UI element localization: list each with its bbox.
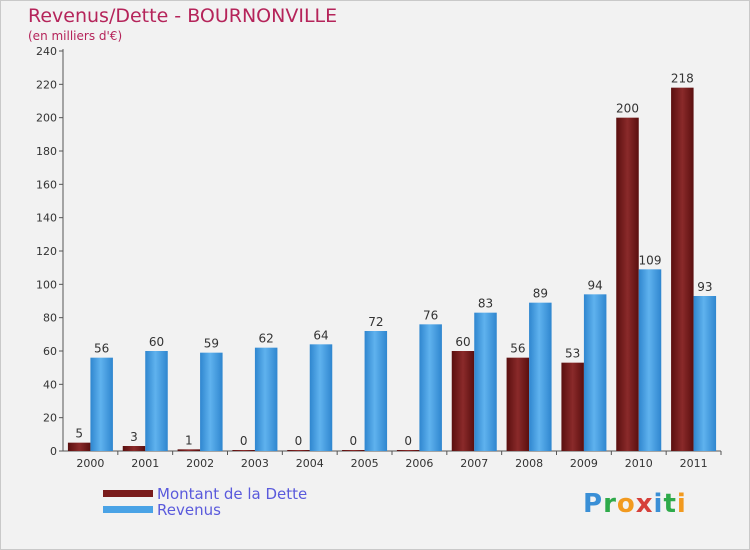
x-tick-label: 2007 <box>460 457 488 470</box>
bar-revenus <box>364 331 388 451</box>
x-tick-label: 2003 <box>241 457 269 470</box>
data-label: 56 <box>510 342 525 356</box>
proxiti-logo: Proxiti <box>583 489 687 519</box>
y-tick-label: 240 <box>36 45 57 58</box>
logo-letter: i <box>676 489 687 519</box>
data-label: 83 <box>478 297 493 311</box>
y-tick-label: 100 <box>36 278 57 291</box>
y-tick-label: 40 <box>43 378 57 391</box>
x-tick-label: 2001 <box>131 457 159 470</box>
x-tick-label: 2000 <box>76 457 104 470</box>
legend-swatch-revenus <box>103 506 153 513</box>
x-tick-label: 2008 <box>515 457 543 470</box>
bar-dette <box>232 450 255 451</box>
bar-revenus <box>474 312 497 451</box>
data-label: 0 <box>240 434 248 448</box>
data-label: 76 <box>423 308 438 322</box>
bar-revenus <box>529 302 552 451</box>
data-label: 0 <box>350 434 358 448</box>
bar-dette <box>616 117 639 452</box>
logo-letter: i <box>653 489 664 519</box>
chart-subtitle: (en milliers d'€) <box>28 29 123 43</box>
data-label: 60 <box>149 335 164 349</box>
data-label: 0 <box>404 434 412 448</box>
bar-dette <box>342 450 365 451</box>
data-label: 89 <box>533 287 548 301</box>
bar-revenus <box>583 294 607 451</box>
bar-revenus <box>145 351 168 451</box>
y-tick-label: 220 <box>36 78 57 91</box>
data-label: 5 <box>75 427 83 441</box>
data-label: 59 <box>204 337 219 351</box>
y-tick-label: 0 <box>50 445 57 458</box>
y-tick-label: 140 <box>36 212 57 225</box>
y-tick-label: 160 <box>36 178 57 191</box>
logo-letter: x <box>635 489 654 519</box>
bar-dette <box>67 442 91 451</box>
bar-revenus <box>200 352 223 451</box>
bar-revenus <box>309 344 333 451</box>
data-label: 72 <box>368 315 383 329</box>
y-tick-label: 120 <box>36 245 57 258</box>
data-label: 3 <box>130 430 138 444</box>
x-tick-label: 2011 <box>680 457 708 470</box>
x-tick-label: 2004 <box>296 457 324 470</box>
data-label: 53 <box>565 347 580 361</box>
y-tick-label: 60 <box>43 345 57 358</box>
data-label: 56 <box>94 342 109 356</box>
bar-dette <box>506 357 530 451</box>
bar-dette <box>177 449 201 451</box>
y-tick-label: 200 <box>36 112 57 125</box>
data-label: 64 <box>313 328 328 342</box>
bar-dette <box>122 446 146 451</box>
legend-label-dette: Montant de la Dette <box>157 485 308 503</box>
logo-letter: o <box>616 489 636 519</box>
bar-dette <box>671 87 694 452</box>
data-label: 200 <box>616 102 639 116</box>
y-tick-label: 80 <box>43 312 57 325</box>
data-label: 60 <box>455 335 470 349</box>
x-tick-label: 2005 <box>351 457 379 470</box>
logo-letter: P <box>583 489 604 519</box>
bar-revenus <box>693 296 717 451</box>
data-label: 218 <box>671 72 694 86</box>
bar-revenus <box>638 269 662 451</box>
data-label: 93 <box>697 280 712 294</box>
bar-revenus <box>254 347 278 451</box>
x-tick-label: 2006 <box>405 457 433 470</box>
legend-label-revenus: Revenus <box>157 501 221 519</box>
data-label: 62 <box>259 332 274 346</box>
logo-letter: t <box>663 489 677 519</box>
y-tick-label: 20 <box>43 412 57 425</box>
legend-swatch-dette <box>103 490 153 497</box>
y-tick-label: 180 <box>36 145 57 158</box>
bar-dette <box>451 351 475 451</box>
bar-dette <box>396 450 420 451</box>
data-label: 0 <box>295 434 303 448</box>
x-tick-label: 2002 <box>186 457 214 470</box>
bar-dette <box>561 362 584 451</box>
logo-letter: r <box>603 489 617 519</box>
x-tick-label: 2010 <box>625 457 653 470</box>
chart-title: Revenus/Dette - BOURNONVILLE <box>28 5 338 27</box>
x-tick-label: 2009 <box>570 457 598 470</box>
data-label: 1 <box>185 433 193 447</box>
data-label: 109 <box>639 253 662 267</box>
bar-revenus <box>419 324 442 451</box>
data-label: 94 <box>588 278 603 292</box>
bar-dette <box>287 450 310 451</box>
bar-revenus <box>90 357 113 451</box>
